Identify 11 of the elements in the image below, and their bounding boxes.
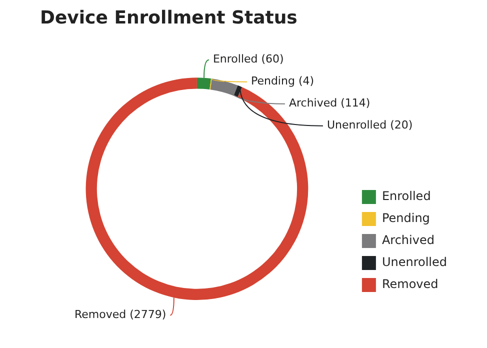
legend-label: Removed [382,277,438,292]
legend-label: Unenrolled [382,255,448,270]
legend-label: Archived [382,233,434,248]
data-label: Removed (2779) [74,308,166,322]
data-label: Enrolled (60) [212,52,284,66]
data-label: Archived (114) [288,96,370,110]
data-label: Pending (4) [250,74,314,88]
legend-label: Pending [382,211,430,226]
data-label: Unenrolled (20) [326,118,413,132]
legend-label: Enrolled [382,189,431,204]
chart-title: Device Enrollment Status [40,7,298,28]
